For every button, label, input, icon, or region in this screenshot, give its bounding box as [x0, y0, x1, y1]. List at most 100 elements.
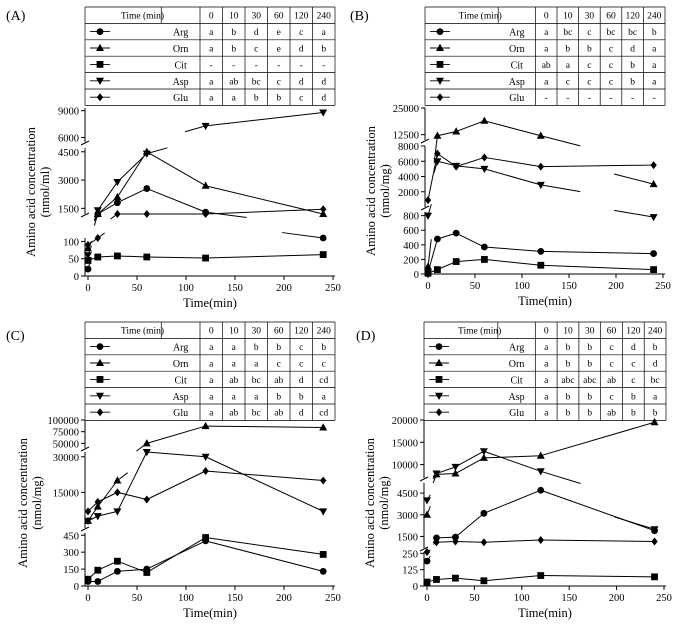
y-tick-label: 125 — [402, 566, 418, 577]
table-letter: - — [588, 94, 591, 104]
table-letter: ab — [274, 409, 283, 419]
table-letter: a — [652, 77, 657, 87]
panel-label: (B) — [350, 9, 369, 24]
series-asp — [423, 448, 659, 534]
table-letter: c — [277, 77, 281, 87]
series-orn — [84, 147, 328, 252]
legend-marker-glu — [96, 408, 104, 417]
table-letter: d — [321, 94, 326, 104]
axis-break-mark — [419, 476, 429, 482]
legend-label: Orn — [173, 44, 189, 55]
table-letter: bc — [563, 28, 572, 38]
table-letter: bc — [252, 376, 261, 386]
series-line — [146, 256, 206, 259]
y-tick-label: 2000 — [398, 188, 419, 199]
table-letter: d — [254, 28, 259, 38]
legend-marker-glu — [96, 93, 104, 102]
series-line — [613, 173, 654, 185]
x-tick-label: 150 — [561, 593, 577, 604]
table-letter: d — [630, 45, 635, 55]
data-point-asp — [84, 252, 92, 260]
series-line — [540, 184, 581, 193]
legend-marker-orn — [436, 43, 444, 51]
y-axis-label: Amino acid concentration — [16, 437, 30, 568]
data-point-cit — [202, 534, 209, 541]
x-tick-label: 100 — [178, 593, 194, 604]
data-point-glu — [433, 538, 440, 547]
table-letter: a — [652, 45, 657, 55]
axis-break-mark — [420, 205, 430, 211]
legend-label: Orn — [509, 359, 525, 370]
series-line — [540, 164, 654, 168]
series-line — [456, 258, 485, 263]
data-point-orn — [536, 131, 545, 139]
table-letter: b — [276, 392, 281, 402]
table-header-cell: 10 — [229, 327, 239, 337]
data-point-glu — [143, 210, 150, 218]
x-tick-label: 200 — [608, 281, 624, 292]
table-letter: b — [631, 392, 636, 402]
table-letter: a — [566, 61, 571, 71]
table-letter: c — [299, 343, 303, 353]
data-point-orn — [142, 439, 151, 447]
data-point-glu — [114, 488, 121, 497]
table-letter: c — [609, 343, 613, 353]
x-tick-label: 50 — [470, 281, 481, 292]
data-point-glu — [143, 495, 150, 504]
data-point-cit — [319, 251, 327, 258]
table-letter: b — [321, 45, 326, 55]
legend-label: Arg — [509, 28, 524, 39]
series-orn — [84, 421, 328, 524]
y-tick-label: 100 — [63, 237, 79, 248]
data-point-glu — [114, 210, 121, 218]
data-point-cit — [434, 266, 441, 274]
table-letter: - — [609, 94, 612, 104]
data-point-glu — [537, 162, 544, 171]
table-letter: a — [209, 77, 214, 87]
legend-marker-arg — [436, 28, 444, 35]
y-tick-label: 50 — [69, 255, 80, 266]
data-point-cit — [319, 551, 327, 558]
table-letter: a — [254, 392, 259, 402]
table-letter: abc — [561, 376, 574, 386]
y-tick-label: 3000 — [397, 511, 418, 522]
x-tick-label: 100 — [514, 593, 530, 604]
y-tick-label: 4500 — [58, 148, 79, 159]
x-axis-label: Time(min) — [183, 606, 237, 620]
y-tick-label: 75000 — [53, 428, 79, 439]
table-letter: b — [254, 94, 259, 104]
x-axis-label: Time(min) — [183, 296, 237, 310]
table-header-cell: 60 — [607, 327, 617, 337]
table-letter: b — [276, 343, 281, 353]
y-tick-label: 450 — [63, 531, 79, 542]
data-point-orn — [319, 209, 328, 217]
table-letter: a — [209, 392, 214, 402]
y-tick-label: 15000 — [53, 488, 79, 499]
table-letter: abc — [583, 376, 596, 386]
series-line — [117, 560, 147, 573]
series-line — [184, 125, 206, 133]
y-tick-label: 25000 — [393, 104, 419, 115]
table-letter: c — [587, 61, 591, 71]
table-letter: a — [209, 28, 214, 38]
y-tick-label: 12500 — [393, 131, 419, 142]
data-point-cit — [94, 253, 102, 261]
table-letter: e — [277, 45, 281, 55]
x-tick-label: 250 — [325, 283, 341, 294]
table-letter: a — [322, 28, 327, 38]
series-arg — [423, 486, 658, 565]
y-tick-label: 4500 — [397, 489, 418, 500]
table-letter: b — [587, 392, 592, 402]
table-header-cell: 240 — [317, 12, 332, 22]
table-letter: a — [254, 360, 259, 370]
data-point-glu — [481, 153, 488, 162]
legend-label: Glu — [509, 408, 524, 419]
series-line — [484, 156, 541, 168]
table-letter: cd — [319, 409, 328, 419]
legend-marker-asp — [96, 392, 104, 400]
series-line — [483, 455, 541, 459]
series-cit — [423, 572, 658, 586]
y-tick-label: 200 — [403, 255, 419, 266]
y-axis-label: Amino acid concentration — [364, 125, 378, 256]
